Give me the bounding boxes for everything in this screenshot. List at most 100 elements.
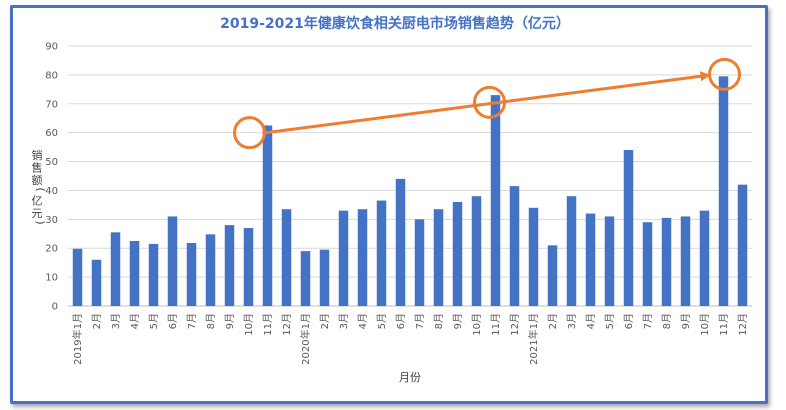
x-tick-label: 5月	[376, 313, 388, 329]
x-tick-label: 2020年1月	[299, 313, 312, 365]
bar	[129, 241, 140, 306]
x-tick-label: 7月	[414, 313, 426, 329]
trend-arrow	[262, 71, 711, 135]
bar	[471, 196, 482, 306]
x-tick-label: 6月	[623, 313, 635, 329]
x-tick-label: 4月	[357, 313, 369, 329]
bar	[395, 178, 406, 306]
x-tick-label: 3月	[338, 313, 350, 329]
bar	[661, 217, 672, 306]
x-tick-label: 7月	[186, 313, 198, 329]
bar	[338, 210, 349, 306]
bar	[528, 207, 539, 306]
bar	[680, 216, 691, 306]
bar	[414, 219, 425, 306]
x-tick-label: 7月	[642, 313, 654, 329]
bar	[357, 209, 368, 306]
x-tick-label: 2019年1月	[71, 313, 84, 365]
y-axis-label-char: )	[34, 220, 47, 224]
bar	[186, 243, 197, 306]
x-tick-label: 2021年1月	[527, 313, 540, 365]
bar	[167, 216, 178, 306]
bar	[642, 222, 653, 306]
bar	[433, 209, 444, 306]
bar	[300, 251, 311, 306]
chart-title: 2019-2021年健康饮食相关厨电市场销售趋势（亿元）	[220, 15, 570, 32]
y-tick-label: 50	[45, 157, 58, 168]
x-tick-label: 11月	[718, 313, 730, 336]
x-tick-label: 8月	[205, 313, 217, 329]
x-tick-label: 12月	[281, 313, 293, 336]
x-tick-label: 6月	[395, 313, 407, 329]
bar	[490, 95, 501, 306]
y-tick-label: 60	[45, 128, 58, 139]
bars	[72, 76, 748, 306]
y-axis-label-char: 亿	[32, 195, 43, 208]
y-tick-label: 80	[45, 70, 58, 81]
x-tick-label: 11月	[262, 313, 274, 336]
bar	[585, 213, 596, 306]
x-axis-label: 月份	[399, 371, 421, 384]
bar	[566, 196, 577, 306]
y-tick-label: 10	[45, 273, 58, 284]
bar	[376, 200, 387, 306]
x-tick-label: 2月	[547, 313, 559, 329]
chart-frame	[10, 5, 768, 404]
bar	[148, 243, 159, 306]
bar	[243, 228, 254, 306]
x-tick-label: 2月	[91, 313, 103, 329]
y-axis-label-char: (	[34, 187, 47, 191]
y-axis-label-char: 元	[32, 207, 43, 220]
y-tick-label: 90	[45, 42, 58, 53]
y-tick-label: 40	[45, 186, 58, 197]
x-tick-label: 8月	[661, 313, 673, 329]
x-tick-label: 9月	[680, 313, 692, 329]
y-axis-label: 销售额( 亿元)	[32, 148, 48, 225]
bar	[623, 150, 634, 306]
x-tick-label: 12月	[737, 313, 749, 336]
x-tick-label: 3月	[566, 313, 578, 329]
bar	[509, 186, 520, 306]
x-tick-label: 9月	[452, 313, 464, 329]
x-tick-label: 4月	[585, 313, 597, 329]
y-tick-label: 0	[52, 302, 58, 313]
bar	[319, 249, 330, 306]
y-tick-label: 30	[45, 215, 58, 226]
y-axis-label-char: 额	[32, 174, 43, 187]
grid-lines	[68, 45, 752, 307]
bar	[699, 210, 710, 306]
x-tick-label: 10月	[699, 313, 711, 336]
bar	[91, 259, 102, 306]
x-axis-ticks: 2019年1月 2月 3月 4月 5月 6月 7月 8月 9月 10月 11月 12月 2020年1月 2…	[71, 313, 749, 365]
bar	[281, 209, 292, 306]
x-tick-label: 12月	[509, 313, 521, 336]
x-tick-label: 5月	[604, 313, 616, 329]
x-tick-label: 6月	[167, 313, 179, 329]
bar	[718, 76, 729, 306]
y-axis-ticks: 0 10 20 30 40 50 60 70 80 90	[45, 42, 58, 313]
x-tick-label: 5月	[148, 313, 160, 329]
bar	[452, 202, 463, 306]
y-tick-label: 70	[45, 99, 58, 110]
x-tick-label: 9月	[224, 313, 236, 329]
bar	[72, 248, 83, 306]
x-tick-label: 10月	[243, 313, 255, 336]
bar	[547, 245, 558, 306]
bar	[262, 125, 273, 306]
x-tick-label: 11月	[490, 313, 502, 336]
x-tick-label: 8月	[433, 313, 445, 329]
bar	[604, 216, 615, 306]
x-tick-label: 4月	[129, 313, 141, 329]
y-tick-label: 20	[45, 244, 58, 255]
bar	[737, 184, 748, 306]
x-tick-label: 10月	[471, 313, 483, 336]
bar	[110, 232, 121, 306]
bar	[224, 225, 235, 306]
x-tick-label: 3月	[110, 313, 122, 329]
y-axis-label-char: 售	[32, 161, 43, 175]
x-tick-label: 2月	[319, 313, 331, 329]
bar	[205, 234, 216, 306]
annotations	[233, 57, 741, 150]
y-axis-label-char: 销	[32, 148, 43, 162]
